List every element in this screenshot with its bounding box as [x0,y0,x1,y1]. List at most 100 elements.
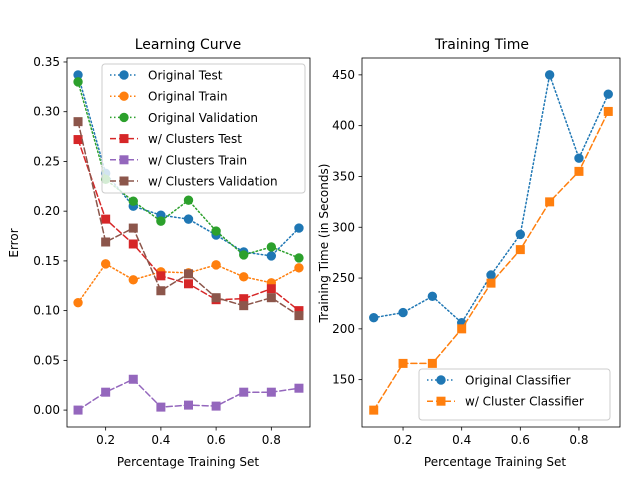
learning-curve-data-point [266,242,277,252]
training-time-data-point [603,106,613,116]
learning-curve-y-tick-label: 0.20 [33,204,60,218]
learning-curve-legend-item: w/ Clusters Validation [110,175,278,189]
training-time-series-line [372,71,610,324]
learning-curve-plot-area: 0.2 0.4 0.6 0.8 0.00 0.05 0.10 0.15 0.20 0.25 0.30… [33,55,311,447]
training-time-data-point [574,166,584,176]
learning-curve-data-point [128,223,138,233]
learning-curve-y-tick-label: 0.35 [33,55,60,69]
training-time-series-0 [369,70,613,328]
learning-curve-data-point [211,226,221,236]
learning-curve-x-axis-label: Percentage Training Set [117,455,259,469]
training-time-y-tick-label: 400 [332,119,355,133]
training-time-data-point [515,245,525,255]
learning-curve-legend-label: Original Train [148,90,228,104]
learning-curve-y-tick-label: 0.15 [33,254,60,268]
training-time-legend-label: Original Classifier [465,374,571,388]
learning-curve-data-point [266,387,276,397]
learning-curve-data-point [184,269,193,279]
learning-curve-data-point [128,239,138,249]
training-time-axes-frame [361,57,621,428]
training-time-legend-item: Original Classifier [427,374,571,388]
learning-curve-legend-item: w/ Clusters Test [110,132,242,146]
training-time-y-tick-label: 450 [332,68,355,82]
training-time-data-point [398,358,408,368]
training-time-data-point [457,324,467,334]
learning-curve-x-tick-label: 0.2 [96,433,115,447]
learning-curve-legend-item: w/ Clusters Train [110,153,247,167]
learning-curve-data-point [156,286,166,296]
training-time-title: Training Time [434,37,529,53]
learning-curve-data-point [239,387,249,397]
learning-curve-y-tick-label: 0.25 [33,154,60,168]
learning-curve-legend-label: w/ Clusters Test [148,132,242,146]
learning-curve-legend-item: Original Validation [110,111,258,125]
training-time-legend-box [418,368,611,421]
learning-curve-y-tick-label: 0.05 [33,353,60,367]
learning-curve-y-axis-label: Error [7,228,21,257]
learning-curve-data-point [294,311,304,321]
training-time-data-point [398,307,408,318]
training-time-chart: Training Time 0.2 0.4 0.6 0.8 150 200 250 300 35… [317,37,621,469]
training-time-data-point [427,291,438,302]
learning-curve-title: Learning Curve [135,37,242,53]
learning-curve-data-point [294,223,304,233]
learning-curve-data-point [184,279,193,289]
training-time-series-1 [369,106,613,415]
learning-curve-data-point [128,275,138,285]
learning-curve-data-point [101,387,111,397]
learning-curve-legend-marker [119,70,129,80]
learning-curve-data-point [266,251,277,261]
learning-curve-legend-label: Original Test [148,69,223,83]
learning-curve-legend-item: Original Test [110,69,223,83]
training-time-y-tick-label: 200 [332,322,355,336]
learning-curve-x-tick-label: 0.6 [207,433,226,447]
learning-curve-series-4 [73,374,304,415]
learning-curve-x-tick-label: 0.8 [262,433,281,447]
learning-curve-series-5 [73,117,304,321]
learning-curve-legend-marker [119,91,129,101]
training-time-x-tick-label: 0.2 [393,433,412,447]
learning-curve-data-point [266,284,276,294]
training-time-plot-area: 0.2 0.4 0.6 0.8 150 200 250 300 350 400 450 Origina… [332,57,621,447]
learning-curve-data-point [239,250,249,260]
learning-curve-y-tick-label: 0.30 [33,105,60,119]
training-time-data-point [486,278,496,288]
training-time-x-axis-label: Percentage Training Set [424,455,566,469]
learning-curve-data-point [101,214,111,224]
learning-curve-data-point [128,374,138,384]
learning-curve-legend-marker [119,134,129,144]
learning-curve-data-point [239,301,249,311]
training-time-y-tick-label: 150 [332,373,355,387]
training-time-legend-item: w/ Cluster Classifier [427,395,584,409]
training-time-y-tick-label: 300 [332,220,355,234]
training-time-data-point [486,270,496,280]
learning-curve-data-point [156,402,166,412]
learning-curve-data-point [294,383,304,393]
learning-curve-data-point [73,117,83,127]
learning-curve-legend-label: Original Validation [148,111,258,125]
training-time-legend-marker [436,396,446,406]
learning-curve-y-tick-label: 0.10 [33,304,60,318]
training-time-data-point [369,312,379,323]
learning-curve-y-tick-label: 0.00 [33,403,60,417]
learning-curve-data-point [73,297,83,308]
learning-curve-legend-marker [119,155,129,165]
learning-curve-legend-label: w/ Clusters Validation [148,175,278,189]
learning-curve-legend-box [101,63,306,194]
learning-curve-data-point [100,259,111,269]
training-time-y-tick-label: 250 [332,271,355,285]
learning-curve-data-point [73,405,83,415]
learning-curve-data-point [183,195,194,205]
learning-curve-data-point [156,271,166,281]
learning-curve-x-tick-label: 0.4 [151,433,170,447]
training-time-x-tick-label: 0.6 [511,433,530,447]
learning-curve-data-point [294,253,304,263]
learning-curve-data-point [73,77,83,87]
training-time-x-tick-label: 0.4 [452,433,471,447]
learning-curve-legend-marker [119,112,129,123]
training-time-legend-marker [436,375,446,385]
learning-curve-data-point [211,260,221,270]
learning-curve-data-point [239,272,249,282]
training-time-data-point [369,405,379,415]
